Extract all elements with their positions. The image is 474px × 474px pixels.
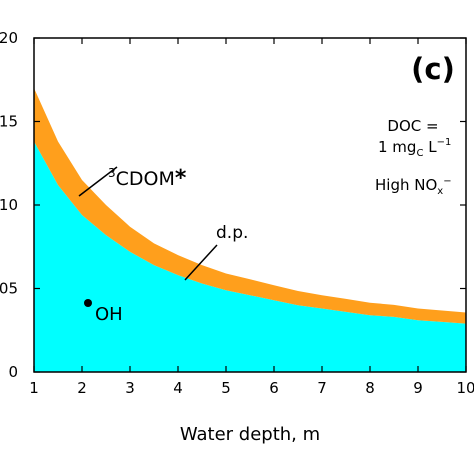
- y-tick-label: 05: [0, 280, 18, 298]
- x-tick-label: 6: [269, 379, 279, 397]
- nox-pre: High NO: [375, 176, 437, 194]
- x-tick-label: 8: [365, 379, 375, 397]
- cdom-label: 3CDOM*: [108, 166, 187, 191]
- x-tick-label: 9: [413, 379, 423, 397]
- y-tick-label: 20: [0, 29, 18, 47]
- dp-label: d.p.: [216, 223, 248, 243]
- doc-annotation-line2: 1 mgC L−1: [378, 137, 451, 159]
- x-axis-title: Water depth, m: [180, 424, 320, 445]
- panel-label: (c): [411, 52, 455, 86]
- y-tick-label: 15: [0, 113, 18, 131]
- doc-unit-post: L: [423, 138, 437, 156]
- doc-unit-sub: C: [416, 148, 423, 159]
- stacked-areas: [34, 88, 466, 372]
- dp-pointer: [184, 244, 218, 281]
- cdom-pointer: [78, 166, 118, 197]
- doc-annotation-line1: DOC =: [387, 117, 438, 135]
- doc-unit-pre: 1 mg: [378, 138, 416, 156]
- oh-radical-dot: [84, 299, 92, 307]
- x-tick-label: 7: [317, 379, 327, 397]
- x-tick-label: 10: [456, 379, 474, 397]
- axis-ticks: 1 2 3 4 5 6 7 8 9 10 0 05 10 15 20: [0, 29, 474, 397]
- cdom-sup: 3: [108, 166, 116, 180]
- y-tick-label: 10: [0, 196, 18, 214]
- x-tick-label: 4: [173, 379, 183, 397]
- cdom-text: CDOM: [116, 168, 175, 190]
- x-tick-label: 5: [221, 379, 231, 397]
- area-oh: [34, 141, 466, 372]
- oh-label: OH: [95, 304, 123, 325]
- nox-sup: −: [443, 176, 451, 187]
- x-tick-label: 3: [125, 379, 135, 397]
- x-tick-label: 1: [29, 379, 39, 397]
- y-tick-label: 0: [8, 363, 18, 381]
- cdom-star: *: [175, 166, 187, 191]
- x-tick-label: 2: [77, 379, 87, 397]
- nox-sub: x: [437, 186, 443, 197]
- nox-annotation: High NOx−: [375, 176, 452, 197]
- doc-unit-sup: −1: [437, 137, 452, 148]
